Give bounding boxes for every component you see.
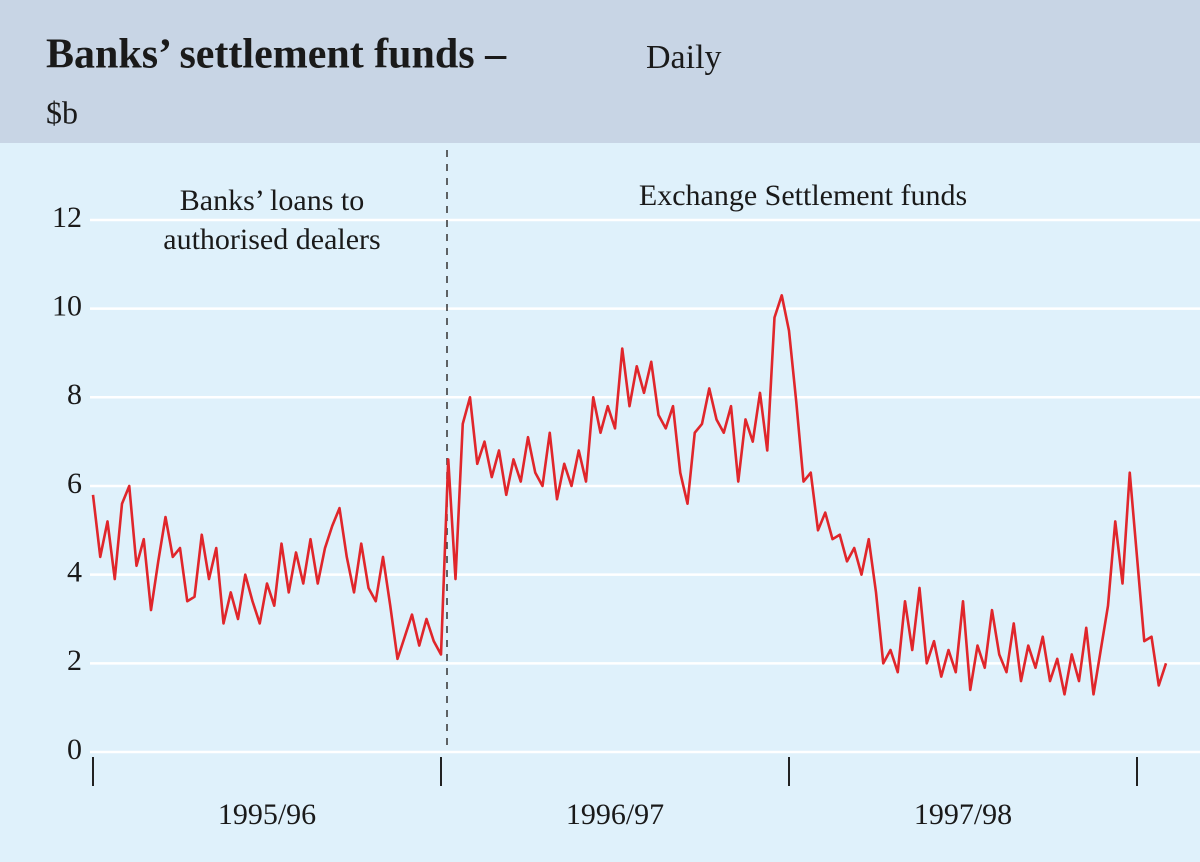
x-tick-label: 1996/97 xyxy=(566,798,664,831)
data-line xyxy=(91,294,1168,696)
y-tick-label: 2 xyxy=(67,644,82,677)
chart-subtitle: Daily xyxy=(646,39,722,76)
header-background xyxy=(0,0,1200,143)
y-tick-label: 8 xyxy=(67,378,82,411)
y-tick-label: 4 xyxy=(67,556,82,589)
y-tick-label: 0 xyxy=(67,733,82,766)
plot-background xyxy=(0,143,1200,862)
x-tick-label: 1995/96 xyxy=(218,798,316,831)
annotation: authorised dealers xyxy=(163,223,380,256)
y-tick-label: 10 xyxy=(52,290,82,323)
chart-title: Banks’ settlement funds – xyxy=(46,32,507,78)
y-tick-label: 12 xyxy=(52,201,82,234)
y-tick-label: 6 xyxy=(67,467,82,500)
annotation: Exchange Settlement funds xyxy=(639,179,967,212)
x-tick-label: 1997/98 xyxy=(914,798,1012,831)
y-axis-unit: $b xyxy=(46,94,78,130)
annotation: Banks’ loans to xyxy=(180,184,364,217)
